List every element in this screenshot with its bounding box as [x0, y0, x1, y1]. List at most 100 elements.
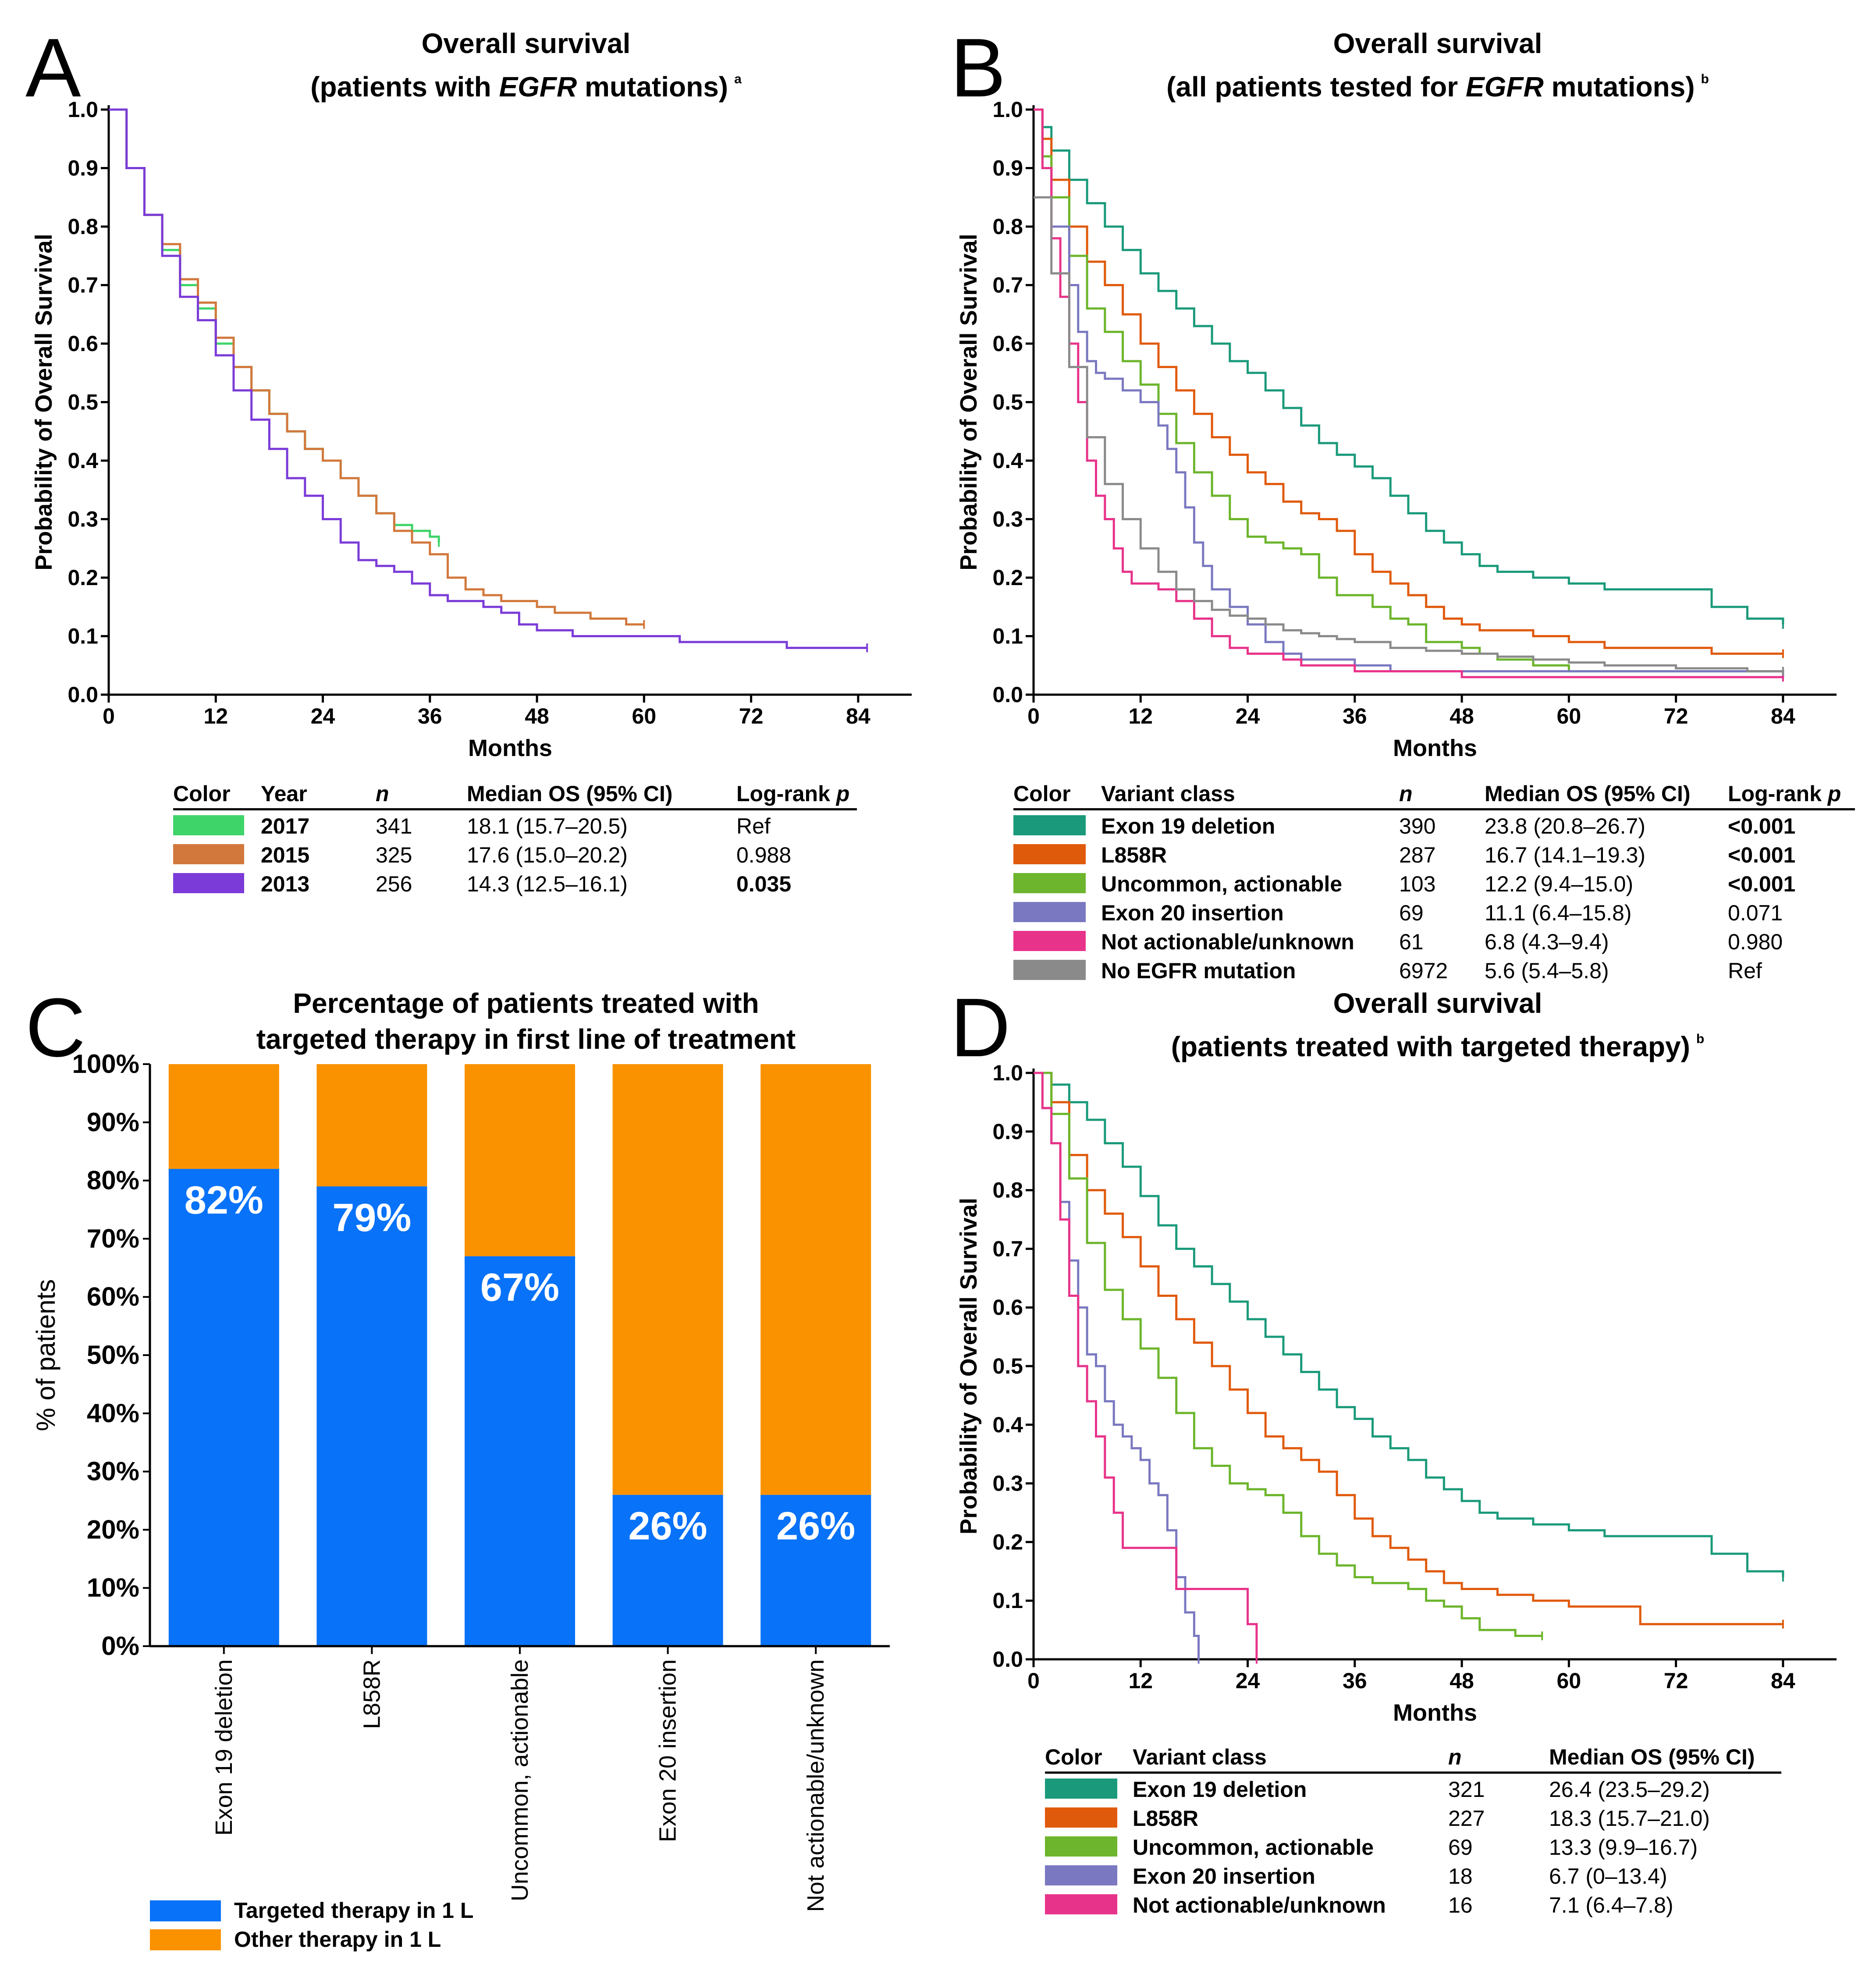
x-tick-label: Not actionable/unknown [803, 1659, 829, 1912]
x-tick-label: 24 [1236, 704, 1260, 728]
x-tick-label: 60 [1557, 704, 1581, 728]
y-tick-label: 0.7 [68, 273, 98, 298]
y-axis-label: % of patients [31, 1279, 60, 1431]
y-tick-label: 0.4 [992, 448, 1023, 473]
cell-group: Not actionable/unknown [1133, 1893, 1386, 1917]
bar-targeted-therapy-in-1-l-not-actionable-unknown [760, 1495, 871, 1646]
panel-b-title: Overall survival (all patients tested fo… [1043, 25, 1832, 105]
header-p: Log-rank p [1728, 781, 1841, 806]
cell-p: 0.988 [736, 843, 792, 867]
cell-group: Exon 20 insertion [1133, 1864, 1315, 1889]
data-label: 67% [480, 1266, 559, 1310]
y-tick-label: 0.9 [992, 156, 1023, 181]
y-tick-label: 0.9 [68, 156, 98, 181]
y-tick-label: 0.1 [68, 624, 98, 649]
y-tick-label: 0.4 [992, 1413, 1023, 1437]
x-tick-label: Uncommon, actionable [507, 1659, 533, 1901]
color-swatch [1045, 1865, 1117, 1885]
x-tick-label: 0 [103, 704, 115, 728]
cell-median: 12.2 (9.4–15.0) [1485, 872, 1634, 896]
header-median: Median OS (95% CI) [1485, 781, 1691, 806]
legend-swatch [150, 1900, 221, 1921]
y-tick-label: 0.8 [68, 214, 98, 239]
series-exon-19-deletion [1034, 1072, 1784, 1577]
cell-n: 6972 [1399, 959, 1448, 983]
x-tick-label: 24 [1236, 1669, 1260, 1693]
y-tick-label: 60% [87, 1282, 139, 1311]
cell-median: 18.3 (15.7–21.0) [1549, 1806, 1710, 1831]
y-axis-label: Probability of Overall Survival [956, 234, 982, 570]
cell-n: 390 [1399, 814, 1436, 838]
series-l858r [1034, 108, 1783, 655]
bar-other-therapy-in-1-l-l858r [316, 1064, 427, 1186]
color-swatch [1013, 873, 1086, 893]
y-tick-label: 40% [87, 1399, 139, 1428]
cell-n: 256 [376, 872, 412, 896]
cell-p: <0.001 [1728, 843, 1796, 867]
y-tick-label: 70% [87, 1224, 139, 1253]
x-tick-label: 72 [1664, 704, 1688, 728]
panel-b-title-line1: Overall survival [1333, 28, 1542, 59]
panel-c-title-line2: targeted therapy in first line of treatm… [256, 1023, 796, 1055]
cell-n: 287 [1399, 843, 1436, 867]
y-tick-label: 0.4 [68, 448, 98, 473]
panel-d-title: Overall survival (patients treated with … [1043, 985, 1832, 1065]
table-row: Uncommon, actionable 69 13.3 (9.9–16.7) [1045, 1835, 1781, 1864]
header-n: n [1448, 1745, 1462, 1769]
y-tick-label: 0% [101, 1631, 139, 1661]
y-tick-label: 0.3 [992, 1471, 1023, 1496]
cell-group: Exon 20 insertion [1101, 901, 1284, 925]
bar-other-therapy-in-1-l-uncommon-actionable [465, 1064, 575, 1257]
x-tick-label: 0 [1027, 1669, 1040, 1693]
y-tick-label: 0.7 [992, 273, 1023, 298]
table-row: L858R 287 16.7 (14.1–19.3) <0.001 [1013, 842, 1855, 871]
table-header: Color Variant class n Median OS (95% CI) [1045, 1744, 1781, 1773]
panel-d-title-line1: Overall survival [1333, 987, 1542, 1019]
x-axis-label: Months [468, 735, 552, 761]
y-tick-label: 1.0 [68, 97, 98, 122]
cell-median: 7.1 (6.4–7.8) [1549, 1893, 1673, 1917]
y-tick-label: 1.0 [992, 97, 1023, 122]
cell-median: 5.6 (5.4–5.8) [1485, 959, 1609, 983]
cell-median: 13.3 (9.9–16.7) [1549, 1835, 1698, 1860]
table-row: Not actionable/unknown 61 6.8 (4.3–9.4) 0.9… [1013, 929, 1855, 958]
y-tick-label: 1.0 [992, 1061, 1023, 1085]
panel-letter-c: C [25, 981, 86, 1074]
panel-d-title-line2: (patients treated with targeted therapy)… [1171, 1031, 1705, 1062]
x-tick-label: 12 [1128, 704, 1153, 728]
x-tick-label: 72 [739, 704, 764, 728]
header-n: n [1399, 781, 1413, 806]
cell-group: Not actionable/unknown [1101, 930, 1354, 954]
x-tick-label: 84 [1771, 1669, 1795, 1693]
y-tick-label: 0.7 [992, 1236, 1023, 1261]
cell-n: 16 [1448, 1893, 1473, 1917]
header-group: Variant class [1101, 781, 1235, 806]
color-swatch [1013, 815, 1086, 835]
data-label: 79% [332, 1196, 411, 1240]
cell-p: <0.001 [1728, 814, 1796, 838]
header-p: Log-rank p [736, 781, 850, 806]
series-exon-20-insertion [1034, 1072, 1200, 1659]
header-rule [1045, 1772, 1781, 1774]
panel-letter-d: D [950, 981, 1011, 1074]
y-tick-label: 0.6 [992, 1295, 1023, 1320]
panel-letter-b: B [950, 21, 1006, 114]
cell-group: Exon 19 deletion [1101, 814, 1276, 838]
color-swatch [1045, 1779, 1117, 1799]
y-tick-label: 80% [87, 1166, 139, 1195]
table-row: Exon 20 insertion 69 11.1 (6.4–15.8) 0.071 [1013, 900, 1855, 929]
series-l858r [1034, 1072, 1783, 1626]
color-swatch [1045, 1894, 1117, 1914]
cell-median: 11.1 (6.4–15.8) [1485, 901, 1632, 925]
bar-targeted-therapy-in-1-l-uncommon-actionable [465, 1256, 575, 1646]
x-tick-label: 48 [525, 704, 549, 728]
cell-n: 341 [376, 814, 412, 838]
color-swatch [173, 815, 244, 835]
y-tick-label: 0.5 [68, 390, 98, 415]
x-tick-label: 48 [1450, 1669, 1474, 1693]
x-tick-label: 84 [846, 704, 870, 728]
x-tick-label: 0 [1027, 704, 1040, 728]
cell-median: 18.1 (15.7–20.5) [467, 814, 628, 838]
color-swatch [1013, 844, 1086, 864]
